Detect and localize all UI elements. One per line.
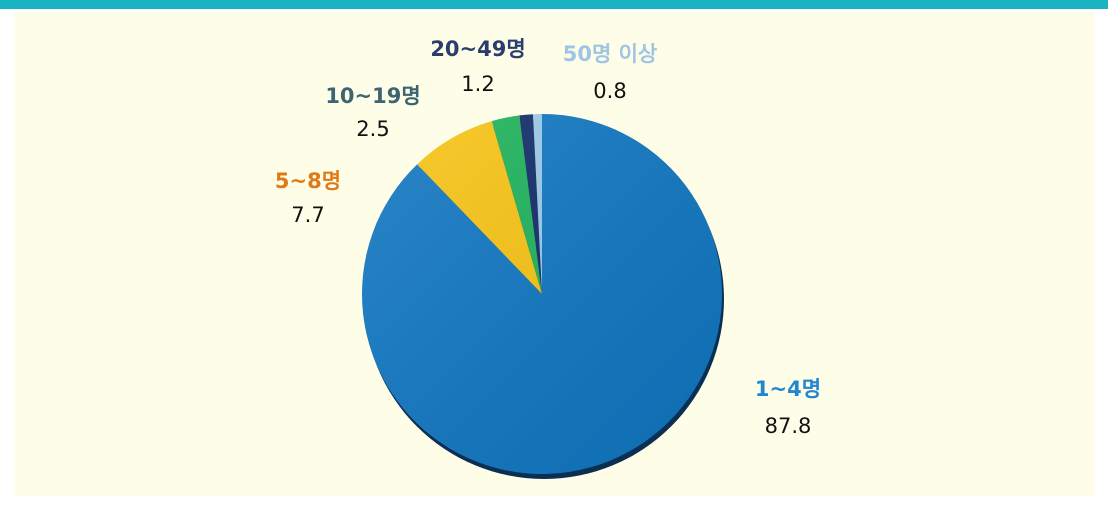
slice-label: 10~19명 [325, 84, 420, 108]
pie [362, 114, 724, 479]
slice-label: 5~8명 [275, 169, 341, 193]
slice-label: 50명 이상 [563, 42, 658, 66]
slice-value: 2.5 [356, 117, 389, 141]
pie-slice [362, 114, 723, 474]
labels: 1~4명 87.8 5~8명 7.7 10~19명 2.5 20~49명 1.2 50명 이상 0… [275, 37, 821, 438]
slice-value: 0.8 [593, 79, 626, 103]
slice-value: 1.2 [461, 72, 494, 96]
slice-label: 1~4명 [755, 377, 821, 401]
top-bar [0, 0, 1108, 9]
slice-label: 20~49명 [430, 37, 525, 61]
slice-value: 7.7 [291, 203, 324, 227]
slice-value: 87.8 [765, 414, 812, 438]
